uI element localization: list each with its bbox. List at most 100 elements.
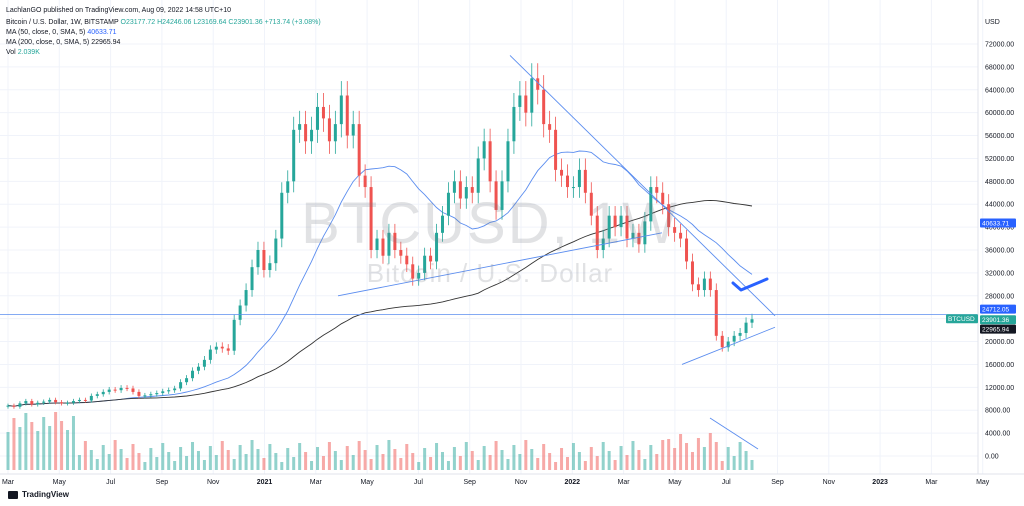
price-label-box	[980, 304, 1016, 314]
volume-bar	[738, 442, 742, 470]
tradingview-logo-icon	[8, 490, 18, 499]
volume-bar	[42, 417, 46, 470]
candle-body	[435, 232, 439, 262]
volume-bar	[375, 445, 379, 470]
candle-body	[530, 78, 534, 113]
candle-body	[18, 403, 22, 407]
candle-body	[500, 181, 504, 210]
candle-body	[571, 187, 575, 189]
y-tick-label: 44000.00	[985, 202, 1014, 209]
x-tick-label: 2023	[872, 479, 888, 486]
ma50-line	[7, 150, 753, 407]
volume-bar	[690, 452, 694, 470]
y-tick-label: 0.00	[985, 454, 999, 461]
y-tick-label: 40000.00	[985, 225, 1014, 232]
candle-body	[565, 175, 569, 188]
volume-bar	[36, 431, 40, 470]
candle-body	[131, 388, 135, 392]
candle-body	[113, 389, 117, 391]
volume-bar	[220, 441, 224, 470]
candle-body	[155, 393, 159, 395]
volume-bar	[625, 455, 629, 470]
candle-body	[667, 204, 671, 228]
tradingview-footer[interactable]: TradingView	[8, 490, 69, 499]
candle-body	[143, 395, 147, 397]
volume-bar	[12, 418, 16, 470]
candle-body	[387, 232, 391, 256]
candle-body	[226, 348, 230, 351]
candle-body	[643, 221, 647, 245]
candle-body	[339, 95, 343, 125]
volume-bar	[470, 451, 474, 470]
x-tick-label: Jul	[106, 479, 115, 486]
price-label-text: BTCUSD	[948, 316, 975, 323]
candle-body	[738, 332, 742, 336]
candle-body	[327, 118, 331, 142]
volume-bar	[214, 455, 218, 470]
x-tick-label: May	[976, 479, 990, 486]
volume-bar	[589, 447, 593, 470]
candle-body	[286, 181, 290, 193]
candle-body	[42, 401, 46, 403]
currency-label: USD	[985, 19, 1000, 26]
candle-body	[625, 215, 629, 239]
trendline	[681, 326, 776, 365]
candle-body	[12, 405, 16, 407]
candle-body	[357, 124, 361, 176]
volume-bars	[6, 412, 754, 470]
candle-body	[238, 305, 242, 320]
volume-bar	[548, 453, 552, 470]
y-tick-label: 56000.00	[985, 133, 1014, 140]
candle-body	[54, 399, 58, 403]
y-tick-label: 28000.00	[985, 293, 1014, 300]
volume-bar	[411, 453, 415, 470]
x-tick-label: Mar	[310, 479, 323, 486]
volume-bar	[244, 454, 248, 470]
volume-bar	[494, 441, 498, 470]
candle-body	[250, 267, 254, 291]
volume-bar	[185, 456, 189, 470]
candle-body	[202, 359, 206, 367]
ma50-legend[interactable]: MA (50, close, 0, SMA, 5) 40633.71	[6, 28, 117, 37]
volume-bar	[643, 459, 647, 470]
candle-body	[369, 187, 373, 250]
candle-body	[119, 387, 123, 391]
volume-bar	[226, 450, 230, 470]
candle-body	[720, 335, 724, 348]
volume-bar	[435, 443, 439, 470]
candle-body	[750, 319, 754, 323]
volume-bar	[268, 444, 272, 470]
volume-bar	[274, 453, 278, 470]
volume-bar	[113, 440, 117, 470]
x-tick-label: 2021	[257, 479, 273, 486]
trendline	[337, 232, 663, 297]
volume-bar	[66, 430, 70, 470]
candle-body	[125, 387, 129, 389]
candle-body	[316, 106, 320, 130]
y-tick-label: 68000.00	[985, 64, 1014, 71]
candle-body	[613, 215, 617, 228]
candle-body	[351, 124, 355, 136]
volume-bar	[310, 461, 314, 470]
volume-bar	[262, 458, 266, 470]
x-tick-label: Mar	[925, 479, 938, 486]
volume-legend[interactable]: Vol 2.039K	[6, 48, 40, 57]
candle-body	[655, 187, 659, 193]
volume-bar	[54, 412, 58, 470]
y-tick-label: 8000.00	[985, 408, 1010, 415]
candle-body	[161, 391, 165, 394]
volume-bar	[476, 460, 480, 470]
volume-bar	[107, 454, 111, 470]
volume-bar	[452, 447, 456, 470]
x-tick-label: Mar	[2, 479, 15, 486]
volume-bar	[702, 447, 706, 470]
volume-bar	[518, 454, 522, 470]
candle-body	[661, 192, 665, 205]
volume-bar	[661, 440, 665, 470]
candle-body	[280, 192, 284, 239]
ma200-legend[interactable]: MA (200, close, 0, SMA, 5) 22965.94	[6, 38, 120, 47]
candle-body	[95, 394, 99, 396]
x-tick-label: May	[53, 479, 67, 486]
price-label-text: 40633.71	[982, 220, 1009, 227]
price-label-box	[980, 218, 1016, 228]
